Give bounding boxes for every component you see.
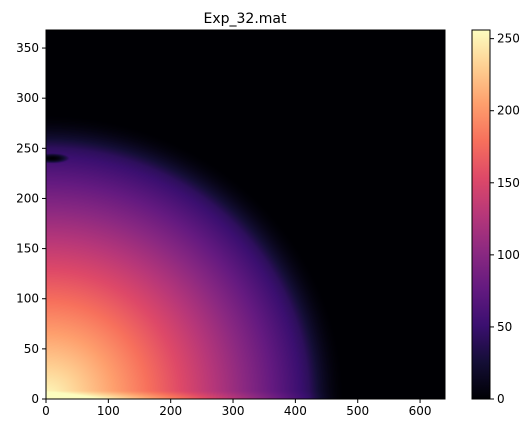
y-tick-label: 250	[16, 141, 39, 155]
y-tick-label: 200	[16, 191, 39, 205]
x-axis: 0 100 200 300 400 500 600	[42, 399, 432, 418]
colorbar-gradient	[472, 30, 490, 399]
colorbar-frame	[471, 29, 491, 400]
colorbar-tick-label: 150	[497, 176, 520, 190]
y-tick-label: 350	[16, 41, 39, 55]
y-axis: 0 50 100 150 200 250 300 350	[16, 41, 46, 406]
colorbar: 0 50 100 150 200 250	[471, 29, 520, 406]
x-tick-label: 600	[409, 404, 432, 418]
plot-frame	[45, 29, 446, 400]
colorbar-tick-label: 50	[497, 320, 512, 334]
x-tick-label: 400	[284, 404, 307, 418]
chart-title: Exp_32.mat	[204, 11, 287, 27]
x-tick-label: 200	[159, 404, 182, 418]
y-tick-label: 150	[16, 242, 39, 256]
y-tick-label: 50	[24, 342, 39, 356]
x-tick-label: 0	[42, 404, 50, 418]
x-tick-label: 500	[346, 404, 369, 418]
colorbar-tick-label: 200	[497, 104, 520, 118]
colorbar-tick-label: 0	[497, 392, 505, 406]
heatmap-image	[46, 30, 445, 399]
colorbar-ticks: 0 50 100 150 200 250	[490, 32, 520, 406]
colorbar-tick-label: 250	[497, 32, 520, 46]
y-tick-label: 100	[16, 292, 39, 306]
y-tick-label: 300	[16, 91, 39, 105]
x-tick-label: 300	[222, 404, 245, 418]
x-tick-label: 100	[97, 404, 120, 418]
plot-area	[45, 29, 446, 400]
y-tick-label: 0	[31, 392, 39, 406]
colorbar-tick-label: 100	[497, 248, 520, 262]
